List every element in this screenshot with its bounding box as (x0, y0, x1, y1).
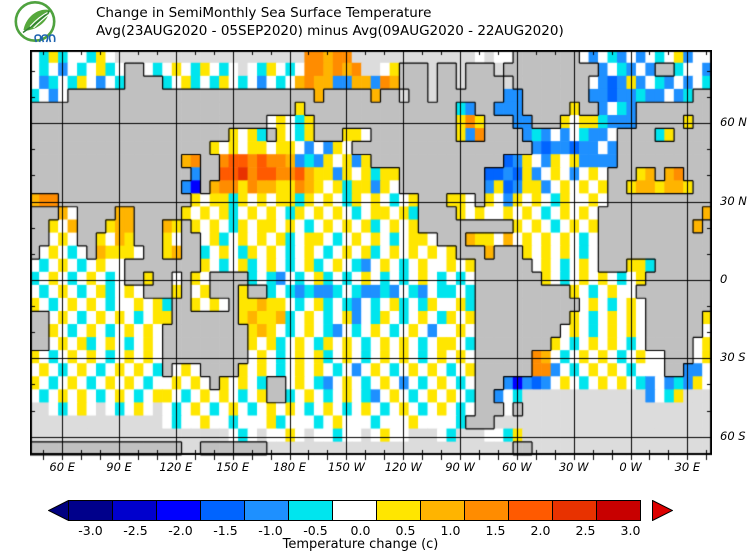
colorbar-segment (156, 500, 201, 521)
colorbar-value-label: 2.0 (530, 523, 551, 538)
colorbar-value-label: -2.0 (168, 523, 193, 538)
lat-tick-label: 60 N (720, 115, 747, 130)
chart-title: Change in SemiMonthly Sea Surface Temper… (96, 5, 432, 21)
lon-tick-label: 30 E (674, 460, 701, 474)
colorbar-value-label: 1.0 (440, 523, 461, 538)
colorbar-left-arrow (48, 500, 69, 521)
colorbar-segment (200, 500, 245, 521)
colorbar-value-label: 3.0 (620, 523, 641, 538)
haii-logo (14, 0, 56, 43)
lon-tick-label: 180 E (273, 460, 306, 474)
lon-tick-label: 120 E (159, 460, 193, 474)
colorbar-segment (552, 500, 597, 521)
colorbar-segment (244, 500, 289, 521)
colorbar-segment (376, 500, 421, 521)
colorbar-value-label: -2.5 (123, 523, 148, 538)
colorbar-value-label: 1.5 (485, 523, 506, 538)
lon-tick-label: 90 E (106, 460, 132, 474)
lat-tick-label: 30 S (720, 350, 746, 365)
lat-tick-label: 0 (720, 271, 728, 286)
colorbar-segment (508, 500, 553, 521)
lon-tick-label: 30 W (558, 460, 589, 474)
colorbar-segment (288, 500, 333, 521)
colorbar-segment (420, 500, 465, 521)
colorbar-value-labels: -3.0 -2.5 -2.0 -1.5 -1.0 -0.5 0.0 0.5 1.0 1.5 2.0 2… (68, 523, 653, 538)
colorbar-value-label: -0.5 (303, 523, 328, 538)
lon-tick-label: 60 W (502, 460, 532, 474)
title-block: Change in SemiMonthly Sea Surface Temper… (96, 4, 564, 40)
lon-tick-label: 150 W (327, 460, 365, 474)
world-sst-anomaly-map (30, 50, 712, 461)
logo-thai-text (34, 34, 56, 43)
chart-subtitle: Avg(23AUG2020 - 05SEP2020) minus Avg(09A… (96, 23, 564, 39)
lon-tick-label: 150 E (216, 460, 250, 474)
lat-tick-label: 30 N (720, 193, 747, 208)
colorbar-segment (112, 500, 157, 521)
colorbar-value-label: -1.5 (213, 523, 238, 538)
lat-tick-label: 60 S (720, 428, 746, 443)
colorbar-segment (68, 500, 113, 521)
colorbar-value-label: -3.0 (78, 523, 103, 538)
lon-tick-label: 120 W (384, 460, 422, 474)
colorbar-segment (464, 500, 509, 521)
colorbar-segment (596, 500, 641, 521)
lon-tick-label: 90 W (445, 460, 475, 474)
lon-tick-label: 60 E (49, 460, 75, 474)
colorbar-value-label: -1.0 (258, 523, 283, 538)
colorbar-value-label: 0.5 (395, 523, 416, 538)
colorbar (68, 500, 641, 521)
colorbar-caption: Temperature change (c) (282, 537, 439, 552)
lon-tick-label: 0 W (619, 460, 642, 474)
colorbar-value-label: 2.5 (575, 523, 596, 538)
colorbar-value-label: 0.0 (350, 523, 371, 538)
colorbar-right-arrow (652, 500, 673, 521)
colorbar-segment (332, 500, 377, 521)
